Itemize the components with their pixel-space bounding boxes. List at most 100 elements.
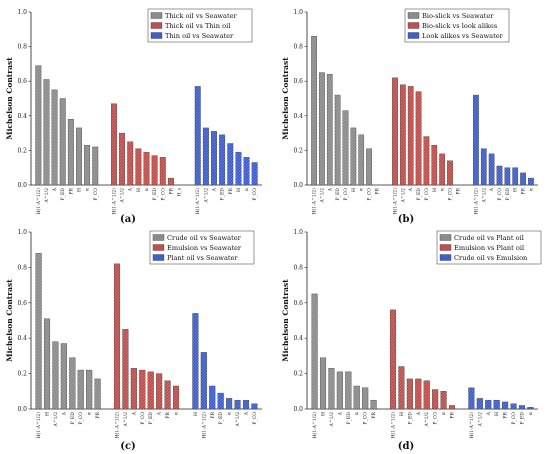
panel-caption: (d) bbox=[398, 441, 414, 452]
bar-hatch bbox=[473, 95, 479, 185]
legend-entry: Thick oil vs Seawater bbox=[165, 12, 238, 20]
legend-entry: Crude oil vs Seawater bbox=[167, 234, 242, 242]
y-tick-label: 0.8 bbox=[293, 264, 303, 271]
bar-hatch bbox=[35, 65, 42, 185]
legend: Bio-slick vs Seawater Bio-slick vs look a… bbox=[404, 8, 510, 43]
y-tick-label: 0.0 bbox=[293, 182, 303, 189]
x-tick-label: A bbox=[486, 411, 492, 416]
bar-hatch bbox=[476, 398, 483, 409]
x-tick-label: PR bbox=[95, 411, 101, 418]
x-tick-label: H(1-A^1/2) bbox=[35, 412, 42, 439]
bar-hatch bbox=[423, 136, 430, 185]
bar-hatch bbox=[488, 153, 495, 185]
bar-hatch bbox=[243, 157, 250, 185]
x-tick-label: H bbox=[513, 188, 519, 192]
x-tick-label: A^1/2 bbox=[476, 412, 483, 428]
x-tick-label: H(1-A^1/2) bbox=[35, 188, 42, 215]
bar-hatch bbox=[59, 98, 66, 185]
x-tick-label: PR bbox=[450, 411, 456, 418]
x-tick-label: α bbox=[86, 188, 91, 191]
x-tick-label: PR bbox=[521, 187, 527, 194]
x-tick-label: H(1-A^1/2) bbox=[194, 188, 201, 215]
panel-caption: (c) bbox=[120, 441, 136, 452]
x-tick-label: H bbox=[76, 188, 82, 192]
legend-swatch bbox=[439, 234, 452, 241]
bar-hatch bbox=[235, 152, 242, 185]
x-tick-label: P_ED bbox=[60, 188, 66, 201]
bar-hatch bbox=[320, 357, 326, 409]
x-tick-label: P_CO bbox=[367, 188, 373, 201]
x-tick-label: PR bbox=[68, 187, 74, 194]
legend-entry: Thin oil vs Seawater bbox=[165, 32, 234, 40]
bar-hatch bbox=[520, 172, 526, 185]
legend-swatch bbox=[407, 12, 420, 19]
bar-hatch bbox=[251, 162, 258, 185]
y-tick-label: 0.0 bbox=[293, 406, 303, 413]
y-tick-label: 0.0 bbox=[17, 182, 27, 189]
x-tick-label: α bbox=[245, 188, 250, 191]
x-tick-label: H bbox=[45, 412, 51, 416]
x-tick-label: A^1/2 bbox=[318, 188, 325, 204]
bar-hatch bbox=[415, 91, 422, 185]
bar-hatch bbox=[519, 405, 525, 409]
bar-hatch bbox=[440, 391, 447, 409]
y-tick-label: 0.0 bbox=[17, 406, 27, 413]
bar-hatch bbox=[502, 401, 508, 409]
x-tick-label: P_ED bbox=[148, 412, 154, 425]
y-axis-label: Michelson Contrast bbox=[281, 57, 290, 140]
legend-swatch bbox=[150, 32, 163, 39]
bar-hatch bbox=[160, 157, 166, 185]
y-axis-label: Michelson Contrast bbox=[5, 57, 14, 140]
legend-box bbox=[149, 230, 255, 265]
x-tick-label: H(1-A^1/2) bbox=[311, 188, 318, 215]
x-tick-label: P_ED bbox=[70, 412, 76, 425]
bar-hatch bbox=[92, 146, 99, 185]
legend-entry: Look alikes vs Seawater bbox=[422, 32, 504, 40]
legend-entry: Crude oil vs Plant oil bbox=[454, 234, 524, 242]
x-tick-label: H bbox=[494, 412, 500, 416]
y-tick-label: 0.6 bbox=[17, 78, 27, 85]
x-tick-label: H bbox=[236, 188, 242, 192]
x-tick-label: H(1-A^1/2) bbox=[113, 412, 120, 439]
bar-hatch bbox=[164, 380, 171, 409]
bar-hatch bbox=[35, 253, 42, 409]
bar-hatch bbox=[234, 400, 241, 409]
x-tick-label: P_CO bbox=[497, 188, 503, 201]
y-tick-label: 0.8 bbox=[17, 264, 27, 271]
x-tick-label: A^1/2 bbox=[480, 188, 487, 204]
x-tick-label: PR bbox=[165, 411, 171, 418]
x-tick-label: α bbox=[145, 188, 150, 191]
series-3: H(1-A^1/2) A^1/2 A H PR P_CO P_ED α bbox=[468, 387, 534, 439]
x-tick-label: H(1-A^1/2) bbox=[472, 188, 479, 215]
bar-hatch bbox=[362, 387, 369, 409]
y-axis-label: Michelson Contrast bbox=[281, 279, 290, 362]
legend-box bbox=[436, 230, 542, 265]
y-tick-label: 0.2 bbox=[17, 147, 27, 154]
bar-hatch bbox=[447, 160, 453, 185]
y-tick-label: 1.0 bbox=[293, 229, 303, 236]
bar-hatch bbox=[77, 370, 84, 409]
bar-hatch bbox=[114, 263, 120, 409]
bar-hatch bbox=[512, 167, 518, 185]
bar-hatch bbox=[147, 371, 154, 409]
x-tick-label: A^1/2 bbox=[52, 412, 59, 428]
panel-a: 0.0 0.2 0.4 0.6 0.8 1.0 Michelson Contrast H(1-… bbox=[5, 8, 262, 225]
x-tick-label: P_CO bbox=[160, 188, 166, 201]
bar-hatch bbox=[353, 385, 360, 409]
y-tick-label: 0.4 bbox=[17, 335, 27, 342]
bar-hatch bbox=[111, 103, 117, 185]
y-tick-label: 0.2 bbox=[293, 371, 303, 378]
x-tick-label: P_CO bbox=[448, 188, 454, 201]
x-tick-label: P_ED bbox=[218, 412, 224, 425]
x-tick-label: A^1/2 bbox=[202, 188, 209, 204]
y-tick-label: 0.8 bbox=[293, 44, 303, 51]
bar-hatch bbox=[485, 400, 492, 409]
x-tick-label: A bbox=[408, 187, 414, 192]
x-tick-label: P_CO bbox=[252, 188, 258, 201]
bar-hatch bbox=[94, 378, 101, 409]
bar-hatch bbox=[334, 95, 341, 185]
x-tick-label: H_s bbox=[177, 187, 183, 196]
bar-hatch bbox=[468, 387, 475, 409]
